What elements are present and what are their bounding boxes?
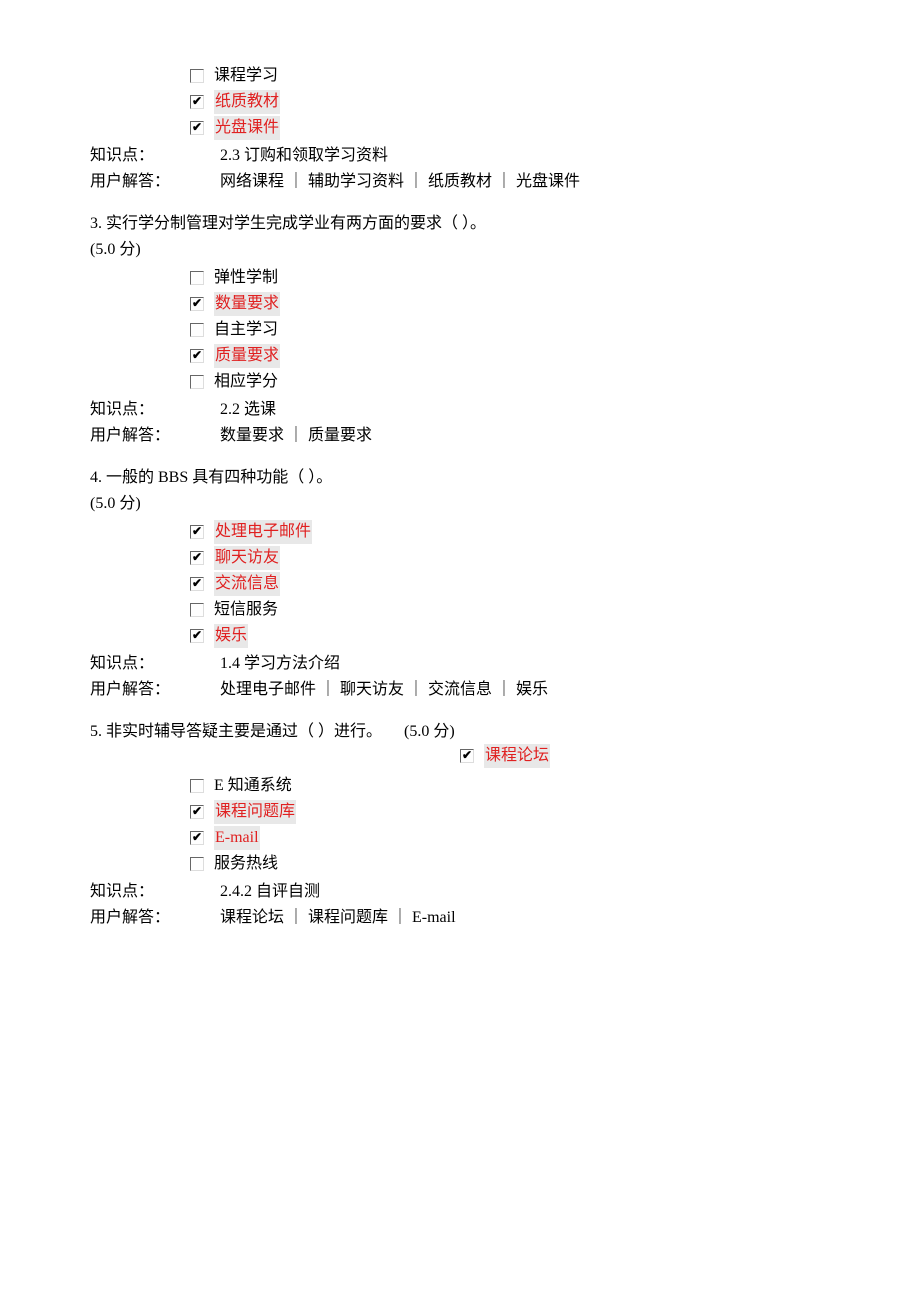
options-list: 课程学习 ✔ 纸质教材 ✔ 光盘课件 xyxy=(190,64,830,140)
option-row: 弹性学制 xyxy=(190,266,830,290)
question-text: 非实时辅导答疑主要是通过（ ）进行。 xyxy=(106,723,382,740)
knowledge-point-value: 2.4.2 自评自测 xyxy=(220,880,320,904)
checkbox-checked-icon: ✔ xyxy=(190,629,204,643)
option-row: ✔ E-mail xyxy=(190,826,830,850)
option-label: 质量要求 xyxy=(214,344,280,368)
checkbox-icon xyxy=(190,323,204,337)
question-stem: 4. 一般的 BBS 具有四种功能（ ）。 xyxy=(90,466,830,490)
question-text: 一般的 BBS 具有四种功能（ ）。 xyxy=(106,469,332,486)
knowledge-point-row: 知识点： 2.3 订购和领取学习资料 xyxy=(90,144,830,168)
question-5: 5. 非实时辅导答疑主要是通过（ ）进行。 (5.0 分) ✔ 课程论坛 E 知… xyxy=(90,720,830,930)
user-answer-row: 用户解答： 处理电子邮件 ｜ 聊天访友 ｜ 交流信息 ｜ 娱乐 xyxy=(90,678,830,702)
option-row: ✔ 交流信息 xyxy=(190,572,830,596)
user-answer-value: 网络课程 ｜ 辅助学习资料 ｜ 纸质教材 ｜ 光盘课件 xyxy=(220,170,580,194)
question-score: (5.0 分) xyxy=(90,238,830,262)
option-row: 相应学分 xyxy=(190,370,830,394)
checkbox-icon xyxy=(190,603,204,617)
option-label: 自主学习 xyxy=(214,318,278,342)
user-answer-label: 用户解答： xyxy=(90,906,220,930)
options-list: ✔ 处理电子邮件 ✔ 聊天访友 ✔ 交流信息 短信服务 ✔ 娱乐 xyxy=(190,520,830,648)
question-stem: 5. 非实时辅导答疑主要是通过（ ）进行。 (5.0 分) xyxy=(90,720,830,744)
option-label: 纸质教材 xyxy=(214,90,280,114)
user-answer-row: 用户解答： 网络课程 ｜ 辅助学习资料 ｜ 纸质教材 ｜ 光盘课件 xyxy=(90,170,830,194)
option-label: 聊天访友 xyxy=(214,546,280,570)
option-row: ✔ 课程问题库 xyxy=(190,800,830,824)
question-number: 4. xyxy=(90,469,102,486)
option-row: 短信服务 xyxy=(190,598,830,622)
checkbox-checked-icon: ✔ xyxy=(190,95,204,109)
float-option: ✔ 课程论坛 xyxy=(460,744,550,770)
option-row: 服务热线 xyxy=(190,852,830,876)
checkbox-checked-icon: ✔ xyxy=(190,551,204,565)
option-row: ✔ 聊天访友 xyxy=(190,546,830,570)
checkbox-checked-icon: ✔ xyxy=(460,749,474,763)
options-list: 弹性学制 ✔ 数量要求 自主学习 ✔ 质量要求 相应学分 xyxy=(190,266,830,394)
checkbox-checked-icon: ✔ xyxy=(190,349,204,363)
user-answer-label: 用户解答： xyxy=(90,678,220,702)
question-3: 3. 实行学分制管理对学生完成学业有两方面的要求（ ）。 (5.0 分) 弹性学… xyxy=(90,212,830,448)
option-row: 课程学习 xyxy=(190,64,830,88)
knowledge-point-row: 知识点： 2.2 选课 xyxy=(90,398,830,422)
option-label: E-mail xyxy=(214,826,260,850)
knowledge-point-row: 知识点： 2.4.2 自评自测 xyxy=(90,880,830,904)
question-text: 实行学分制管理对学生完成学业有两方面的要求（ ）。 xyxy=(106,215,486,232)
option-label: 课程论坛 xyxy=(484,744,550,768)
option-row: ✔ 质量要求 xyxy=(190,344,830,368)
question-stem: 3. 实行学分制管理对学生完成学业有两方面的要求（ ）。 xyxy=(90,212,830,236)
option-row: ✔ 处理电子邮件 xyxy=(190,520,830,544)
option-label: 娱乐 xyxy=(214,624,248,648)
checkbox-icon xyxy=(190,271,204,285)
knowledge-point-label: 知识点： xyxy=(90,144,220,168)
option-row: E 知通系统 xyxy=(190,774,830,798)
option-label: 相应学分 xyxy=(214,370,278,394)
checkbox-checked-icon: ✔ xyxy=(190,577,204,591)
question-4: 4. 一般的 BBS 具有四种功能（ ）。 (5.0 分) ✔ 处理电子邮件 ✔… xyxy=(90,466,830,702)
question-number: 3. xyxy=(90,215,102,232)
knowledge-point-value: 1.4 学习方法介绍 xyxy=(220,652,340,676)
checkbox-icon xyxy=(190,69,204,83)
option-label: 数量要求 xyxy=(214,292,280,316)
knowledge-point-value: 2.2 选课 xyxy=(220,398,276,422)
user-answer-value: 处理电子邮件 ｜ 聊天访友 ｜ 交流信息 ｜ 娱乐 xyxy=(220,678,548,702)
option-row: ✔ 数量要求 xyxy=(190,292,830,316)
option-label: 课程学习 xyxy=(214,64,278,88)
user-answer-row: 用户解答： 数量要求 ｜ 质量要求 xyxy=(90,424,830,448)
option-label: 弹性学制 xyxy=(214,266,278,290)
user-answer-value: 数量要求 ｜ 质量要求 xyxy=(220,424,372,448)
option-label: 服务热线 xyxy=(214,852,278,876)
checkbox-checked-icon: ✔ xyxy=(190,121,204,135)
user-answer-label: 用户解答： xyxy=(90,170,220,194)
option-label: 光盘课件 xyxy=(214,116,280,140)
checkbox-checked-icon: ✔ xyxy=(190,805,204,819)
option-label: 课程问题库 xyxy=(214,800,296,824)
question-score: (5.0 分) xyxy=(90,492,830,516)
checkbox-icon xyxy=(190,857,204,871)
checkbox-icon xyxy=(190,779,204,793)
question-score: (5.0 分) xyxy=(404,723,455,740)
checkbox-icon xyxy=(190,375,204,389)
knowledge-point-label: 知识点： xyxy=(90,652,220,676)
question-2-tail: 课程学习 ✔ 纸质教材 ✔ 光盘课件 知识点： 2.3 订购和领取学习资料 用户… xyxy=(90,64,830,194)
option-label: 交流信息 xyxy=(214,572,280,596)
user-answer-row: 用户解答： 课程论坛 ｜ 课程问题库 ｜ E-mail xyxy=(90,906,830,930)
knowledge-point-value: 2.3 订购和领取学习资料 xyxy=(220,144,388,168)
checkbox-checked-icon: ✔ xyxy=(190,297,204,311)
option-row: ✔ 娱乐 xyxy=(190,624,830,648)
options-list: E 知通系统 ✔ 课程问题库 ✔ E-mail 服务热线 xyxy=(190,774,830,876)
checkbox-checked-icon: ✔ xyxy=(190,831,204,845)
option-row: ✔ 光盘课件 xyxy=(190,116,830,140)
option-row: ✔ 纸质教材 xyxy=(190,90,830,114)
option-label: 处理电子邮件 xyxy=(214,520,312,544)
knowledge-point-row: 知识点： 1.4 学习方法介绍 xyxy=(90,652,830,676)
knowledge-point-label: 知识点： xyxy=(90,398,220,422)
knowledge-point-label: 知识点： xyxy=(90,880,220,904)
user-answer-value: 课程论坛 ｜ 课程问题库 ｜ E-mail xyxy=(220,906,456,930)
question-number: 5. xyxy=(90,723,102,740)
user-answer-label: 用户解答： xyxy=(90,424,220,448)
option-label: E 知通系统 xyxy=(214,774,292,798)
option-row: 自主学习 xyxy=(190,318,830,342)
option-label: 短信服务 xyxy=(214,598,278,622)
checkbox-checked-icon: ✔ xyxy=(190,525,204,539)
